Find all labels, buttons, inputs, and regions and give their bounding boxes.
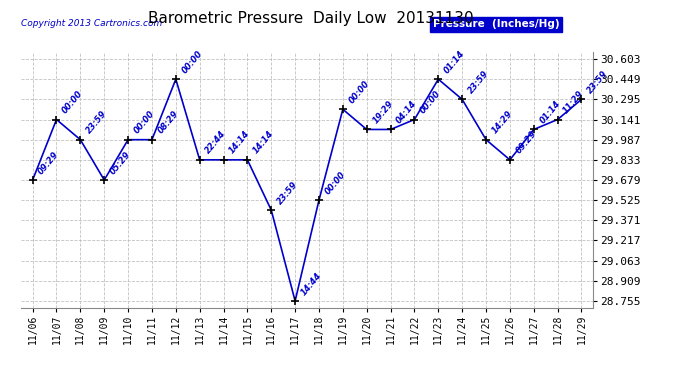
Text: 01:14: 01:14 <box>538 99 562 125</box>
Text: 23:59: 23:59 <box>275 180 299 206</box>
Text: Pressure  (Inches/Hg): Pressure (Inches/Hg) <box>433 20 560 29</box>
Text: 14:14: 14:14 <box>228 129 252 156</box>
Text: 09:29: 09:29 <box>37 150 61 176</box>
Text: 23:59: 23:59 <box>84 109 109 135</box>
Text: 00:00: 00:00 <box>61 89 85 116</box>
Text: 00:00: 00:00 <box>419 89 443 116</box>
Text: 23:59: 23:59 <box>586 69 610 95</box>
Text: Barometric Pressure  Daily Low  20131130: Barometric Pressure Daily Low 20131130 <box>148 11 473 26</box>
Text: 04:14: 04:14 <box>395 99 419 125</box>
Text: 00:00: 00:00 <box>132 109 157 135</box>
Text: 14:14: 14:14 <box>252 129 276 156</box>
Text: 22:44: 22:44 <box>204 129 228 156</box>
Text: 23:59: 23:59 <box>466 69 491 95</box>
Text: 14:29: 14:29 <box>490 109 514 135</box>
Text: 08:29: 08:29 <box>156 109 180 135</box>
Text: 11:29: 11:29 <box>562 89 586 116</box>
Text: Copyright 2013 Cartronics.com: Copyright 2013 Cartronics.com <box>21 20 162 28</box>
Text: 05:29: 05:29 <box>108 150 132 176</box>
Text: 00:00: 00:00 <box>180 49 204 75</box>
Text: 14:44: 14:44 <box>299 270 324 297</box>
Text: 01:14: 01:14 <box>442 49 466 75</box>
Text: 19:29: 19:29 <box>371 99 395 125</box>
Text: 00:00: 00:00 <box>323 170 347 196</box>
Text: 09:29: 09:29 <box>514 129 538 156</box>
Text: 00:00: 00:00 <box>347 79 371 105</box>
